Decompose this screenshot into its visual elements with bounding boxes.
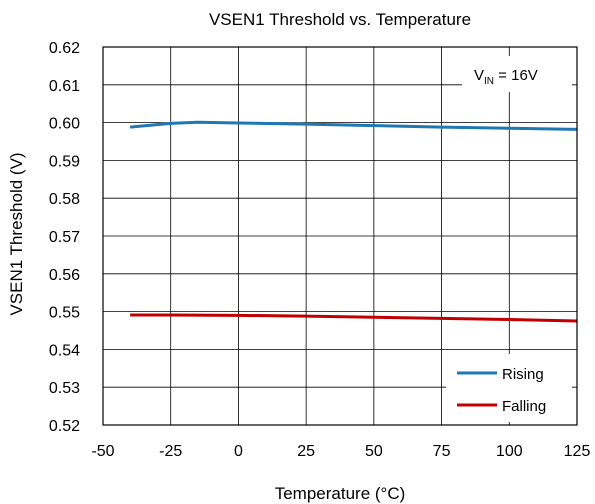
series-line-falling xyxy=(130,313,578,323)
x-axis-label: Temperature (°C) xyxy=(275,484,406,503)
vin-annotation: VIN = 16V xyxy=(462,56,572,92)
legend-label-falling: Falling xyxy=(502,398,546,415)
chart-title: VSEN1 Threshold vs. Temperature xyxy=(209,10,471,29)
y-tick-label: 0.52 xyxy=(49,418,80,435)
legend-box xyxy=(446,354,572,422)
x-tick-label: 25 xyxy=(297,443,315,460)
y-axis-label: VSEN1 Threshold (V) xyxy=(7,152,26,315)
legend: Rising Falling xyxy=(446,354,572,422)
y-tick-label: 0.60 xyxy=(49,116,80,133)
y-tick-label: 0.61 xyxy=(49,78,80,95)
vin-symbol: V xyxy=(474,67,484,84)
x-tick-label: 100 xyxy=(496,443,523,460)
x-tick-label: 125 xyxy=(564,443,591,460)
y-tick-label: 0.54 xyxy=(49,342,80,359)
plot-frame xyxy=(102,46,578,426)
x-tick-label: 0 xyxy=(234,443,243,460)
x-tick-label: -50 xyxy=(91,443,114,460)
x-tick-label: -25 xyxy=(159,443,182,460)
y-tick-label: 0.55 xyxy=(49,305,80,322)
x-tick-label: 75 xyxy=(433,443,451,460)
series-line-rising xyxy=(129,120,578,131)
y-tick-label: 0.57 xyxy=(49,229,80,246)
y-tick-label: 0.59 xyxy=(49,153,80,170)
y-tick-label: 0.62 xyxy=(49,40,80,57)
ticks: -50 -25 0 25 50 75 100 125 0.52 0.53 0.54 0.55 0.56 0… xyxy=(49,40,591,460)
series-layer xyxy=(129,120,578,323)
vin-value: = 16V xyxy=(494,67,538,84)
vin-annotation-box xyxy=(462,56,572,92)
vin-subscript: IN xyxy=(484,76,494,87)
y-tick-label: 0.56 xyxy=(49,267,80,284)
legend-label-rising: Rising xyxy=(502,366,544,383)
y-tick-label: 0.53 xyxy=(49,380,80,397)
vin-annotation-text: VIN = 16V xyxy=(474,67,538,87)
x-tick-label: 50 xyxy=(365,443,383,460)
y-tick-label: 0.58 xyxy=(49,191,80,208)
